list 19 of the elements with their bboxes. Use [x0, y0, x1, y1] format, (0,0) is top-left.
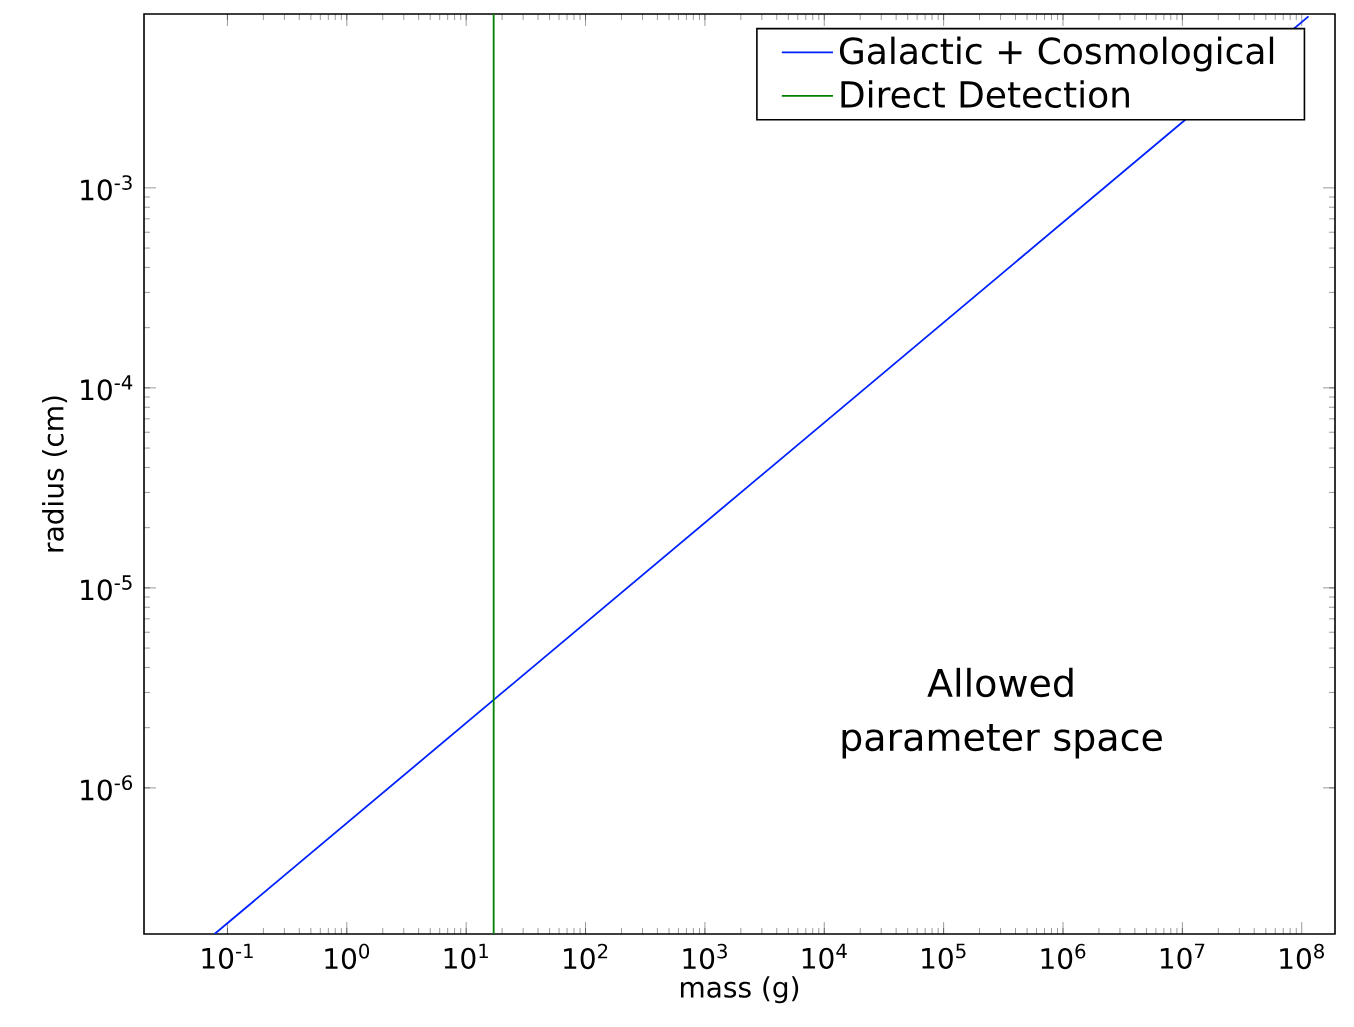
y-axis-title: radius (cm) [42, 396, 68, 552]
annotation: Allowed parameter space [842, 667, 1162, 759]
x-tick-label: 10$^{2}$ [564, 943, 608, 970]
x-tick-label: 10$^{-1}$ [202, 943, 253, 969]
y-tick-label: 10$^{-6}$ [81, 775, 133, 801]
x-tick-label: 10$^{5}$ [922, 943, 966, 969]
x-tick-label: 10$^{4}$ [802, 943, 847, 969]
legend-label: Galactic + Cosmological [839, 36, 1274, 72]
y-tick-label: 10$^{-4}$ [81, 375, 133, 401]
y-tick-label: 10$^{-3}$ [81, 175, 132, 201]
x-tick-label: 10$^{7}$ [1160, 943, 1205, 969]
legend-label: Direct Detection [841, 80, 1129, 109]
y-tick-label: 10$^{-5}$ [81, 575, 132, 601]
x-tick-label: 10$^{1}$ [444, 943, 488, 969]
x-axis-title: mass (g) [680, 976, 799, 1004]
x-tick-label: 10$^{3}$ [683, 943, 727, 970]
x-tick-label: 10$^{6}$ [1041, 943, 1086, 970]
x-tick-label: 10$^{0}$ [325, 943, 370, 970]
x-tick-label: 10$^{8}$ [1280, 943, 1324, 970]
